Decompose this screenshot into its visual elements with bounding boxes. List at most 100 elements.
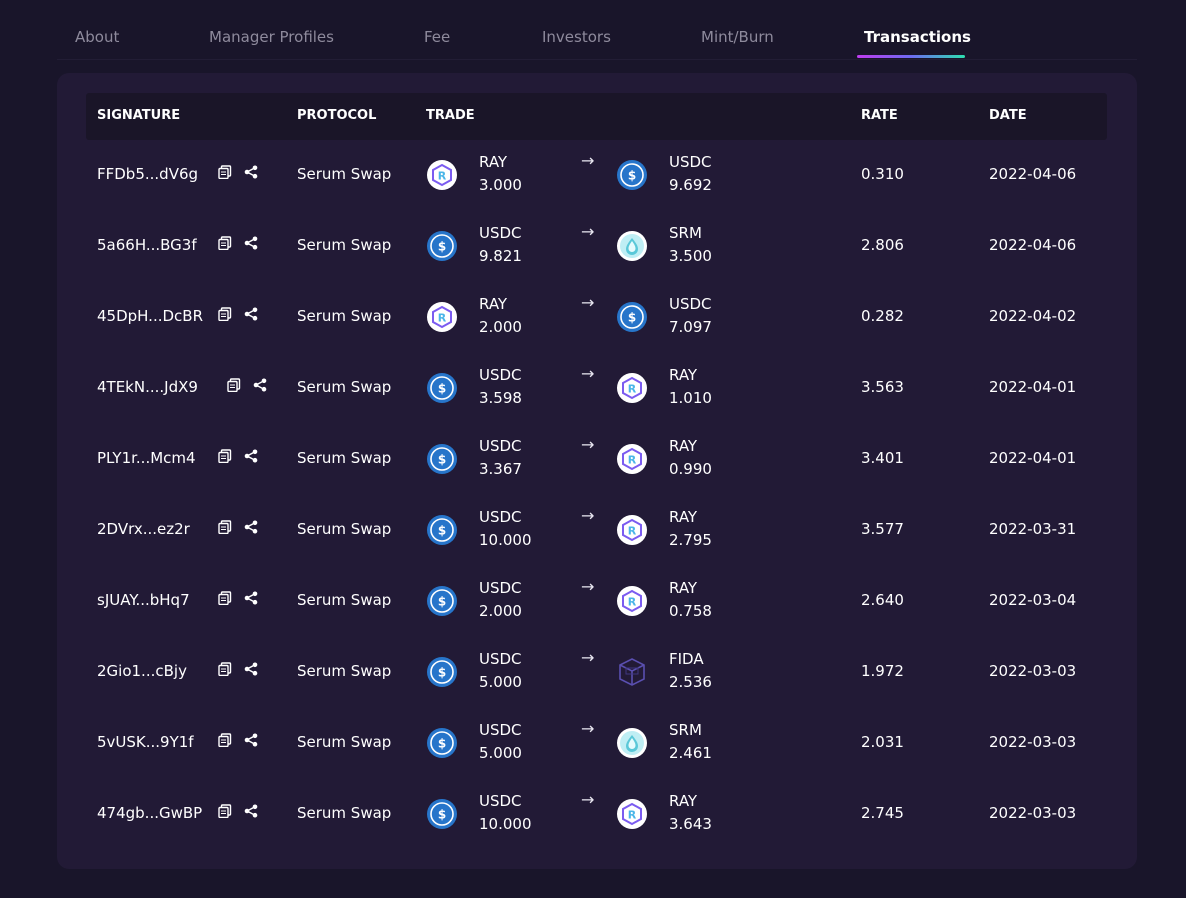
to-token-name: RAY <box>669 792 698 810</box>
date-text: 2022-04-01 <box>989 449 1077 467</box>
header-signature: SIGNATURE <box>97 108 181 123</box>
tab-about[interactable]: About <box>75 28 120 46</box>
tab-fee[interactable]: Fee <box>424 28 451 46</box>
srm-icon <box>617 728 647 758</box>
protocol-text: Serum Swap <box>297 733 392 751</box>
copy-icon[interactable] <box>218 591 232 605</box>
from-token-name: RAY <box>479 153 508 171</box>
share-icon[interactable] <box>244 804 258 818</box>
arrow-right-icon: → <box>581 151 595 170</box>
from-token-amount: 2.000 <box>479 318 522 336</box>
table-row: 474gb...GwBP Serum Swap $ USDC 10.000 → R RAY 3.… <box>86 778 1107 849</box>
protocol-text: Serum Swap <box>297 662 392 680</box>
to-token-name: RAY <box>669 437 698 455</box>
signature-actions <box>218 591 258 605</box>
signature-text: 45DpH...DcBR <box>97 307 203 325</box>
rate-text: 2.806 <box>861 236 904 254</box>
from-token-name: USDC <box>479 792 522 810</box>
signature-actions <box>218 236 258 250</box>
svg-text:$: $ <box>628 169 636 183</box>
copy-icon[interactable] <box>218 520 232 534</box>
to-token-name: SRM <box>669 224 702 242</box>
arrow-right-icon: → <box>581 719 595 738</box>
copy-icon[interactable] <box>218 449 232 463</box>
rate-text: 3.577 <box>861 520 904 538</box>
from-token-amount: 10.000 <box>479 531 532 549</box>
usdc-icon: $ <box>427 728 457 758</box>
svg-text:$: $ <box>438 737 446 751</box>
signature-text: FFDb5...dV6g <box>97 165 199 183</box>
svg-text:R: R <box>628 525 637 538</box>
from-token-name: USDC <box>479 721 522 739</box>
from-token-amount: 10.000 <box>479 815 532 833</box>
fida-icon <box>617 657 647 687</box>
signature-actions <box>218 165 258 179</box>
svg-text:$: $ <box>438 382 446 396</box>
copy-icon[interactable] <box>218 307 232 321</box>
ray-icon: R <box>427 160 457 190</box>
copy-icon[interactable] <box>218 733 232 747</box>
table-row: 45DpH...DcBR Serum Swap R RAY 2.000 → $ USDC 7.0… <box>86 281 1107 352</box>
rate-text: 2.031 <box>861 733 904 751</box>
signature-actions <box>218 804 258 818</box>
to-token-amount: 3.643 <box>669 815 712 833</box>
share-icon[interactable] <box>244 449 258 463</box>
date-text: 2022-04-02 <box>989 307 1077 325</box>
ray-icon: R <box>617 444 647 474</box>
from-token-name: USDC <box>479 437 522 455</box>
date-text: 2022-03-31 <box>989 520 1077 538</box>
share-icon[interactable] <box>244 662 258 676</box>
table-row: 4TEkN....JdX9 Serum Swap $ USDC 3.598 → R RAY 1.… <box>86 352 1107 423</box>
svg-text:$: $ <box>628 311 636 325</box>
header-date: DATE <box>989 108 1027 123</box>
usdc-icon: $ <box>427 444 457 474</box>
tab-investors[interactable]: Investors <box>542 28 611 46</box>
ray-icon: R <box>617 586 647 616</box>
signature-text: 2Gio1...cBjy <box>97 662 187 680</box>
from-token-amount: 3.000 <box>479 176 522 194</box>
protocol-text: Serum Swap <box>297 591 392 609</box>
protocol-text: Serum Swap <box>297 307 392 325</box>
tab-manager-profiles[interactable]: Manager Profiles <box>209 28 334 46</box>
from-token-amount: 5.000 <box>479 744 522 762</box>
date-text: 2022-03-03 <box>989 662 1077 680</box>
arrow-right-icon: → <box>581 222 595 241</box>
svg-text:R: R <box>438 312 447 325</box>
to-token-name: FIDA <box>669 650 704 668</box>
copy-icon[interactable] <box>218 165 232 179</box>
share-icon[interactable] <box>244 733 258 747</box>
copy-icon[interactable] <box>227 378 241 392</box>
svg-text:R: R <box>628 809 637 822</box>
to-token-amount: 2.461 <box>669 744 712 762</box>
ray-icon: R <box>617 515 647 545</box>
share-icon[interactable] <box>244 520 258 534</box>
tab-transactions[interactable]: Transactions <box>864 28 971 46</box>
to-token-amount: 1.010 <box>669 389 712 407</box>
copy-icon[interactable] <box>218 804 232 818</box>
share-icon[interactable] <box>244 236 258 250</box>
date-text: 2022-03-04 <box>989 591 1077 609</box>
usdc-icon: $ <box>427 799 457 829</box>
share-icon[interactable] <box>244 591 258 605</box>
from-token-amount: 9.821 <box>479 247 522 265</box>
rate-text: 3.563 <box>861 378 904 396</box>
tab-mint-burn[interactable]: Mint/Burn <box>701 28 774 46</box>
copy-icon[interactable] <box>218 662 232 676</box>
table-row: 5vUSK...9Y1f Serum Swap $ USDC 5.000 → SRM 2.46… <box>86 707 1107 778</box>
copy-icon[interactable] <box>218 236 232 250</box>
tab-bar: About Manager Profiles Fee Investors Min… <box>57 0 1137 60</box>
signature-text: 5vUSK...9Y1f <box>97 733 194 751</box>
date-text: 2022-04-06 <box>989 165 1077 183</box>
arrow-right-icon: → <box>581 364 595 383</box>
from-token-amount: 3.367 <box>479 460 522 478</box>
share-icon[interactable] <box>244 307 258 321</box>
share-icon[interactable] <box>244 165 258 179</box>
share-icon[interactable] <box>253 378 267 392</box>
header-rate: RATE <box>861 108 898 123</box>
signature-actions <box>218 520 258 534</box>
from-token-name: USDC <box>479 366 522 384</box>
usdc-icon: $ <box>427 373 457 403</box>
ray-icon: R <box>617 373 647 403</box>
to-token-name: USDC <box>669 153 712 171</box>
date-text: 2022-04-01 <box>989 378 1077 396</box>
